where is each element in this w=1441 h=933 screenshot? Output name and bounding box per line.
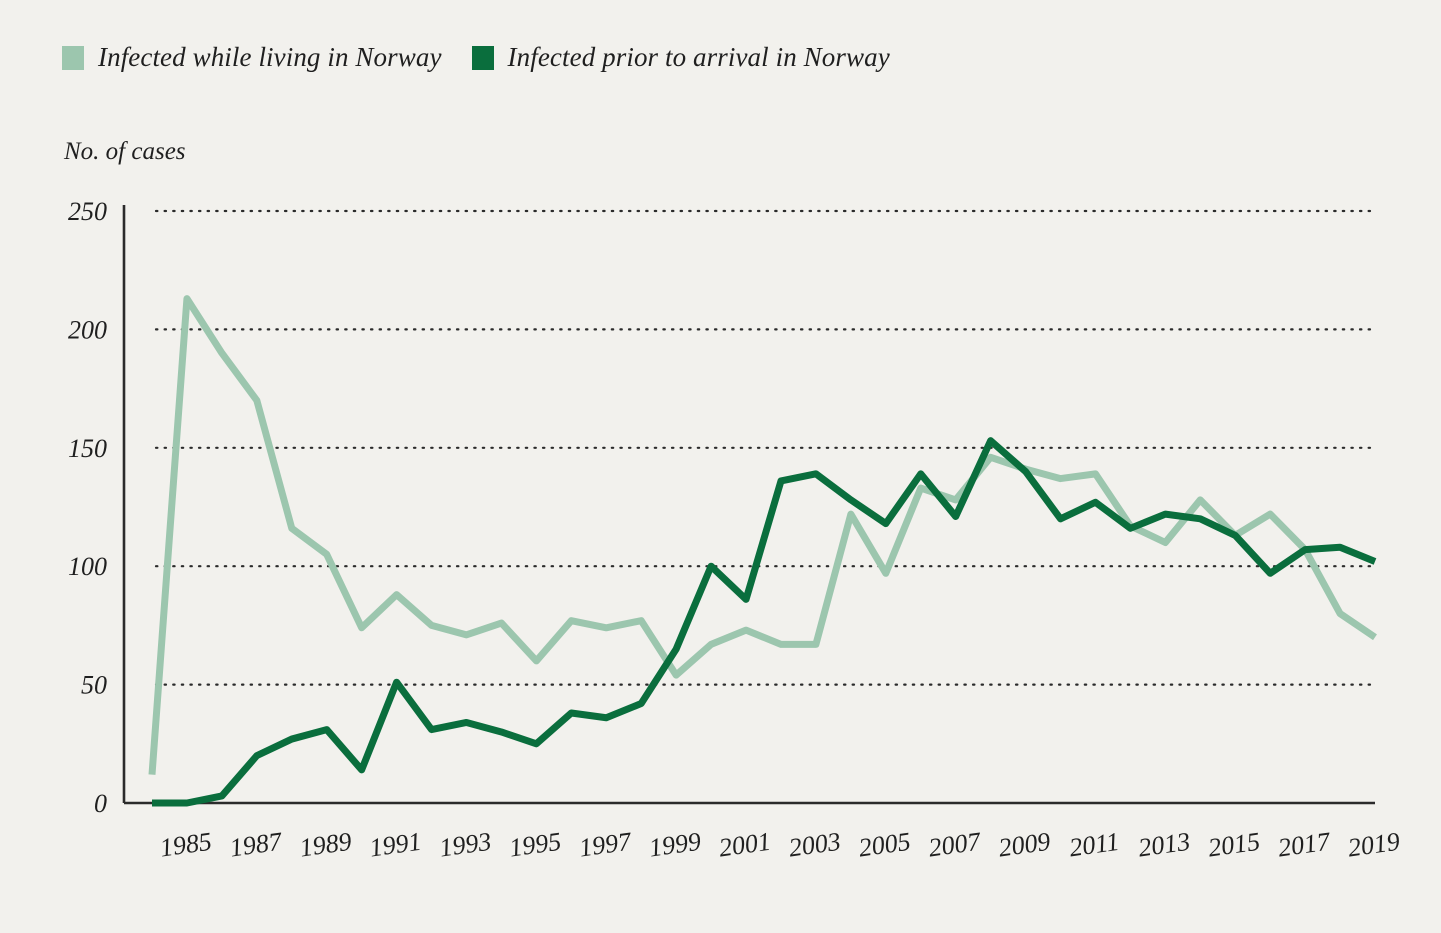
x-tick-label-1997: 1997 [577, 826, 634, 862]
y-tick-label-150: 150 [68, 434, 107, 463]
x-tick-label-2017: 2017 [1276, 826, 1333, 862]
x-tick-label-2009: 2009 [997, 827, 1053, 863]
y-tick-label-250: 250 [68, 197, 107, 226]
legend-label-prior-to-arrival: Infected prior to arrival in Norway [507, 42, 890, 72]
y-tick-label-50: 50 [81, 671, 107, 700]
x-tick-label-1989: 1989 [298, 827, 354, 863]
data-series [148, 295, 1377, 807]
x-tick-label-1993: 1993 [438, 827, 494, 863]
gridlines [154, 209, 1377, 686]
y-tick-labels: 0 50 100 150 200 250 [68, 197, 107, 818]
y-tick-label-0: 0 [94, 789, 107, 818]
x-tick-label-1985: 1985 [158, 827, 214, 863]
legend-swatch-prior-to-arrival [471, 45, 494, 70]
x-tick-label-1987: 1987 [228, 826, 285, 862]
x-tick-label-1995: 1995 [507, 827, 563, 863]
x-tick-label-2003: 2003 [787, 827, 843, 863]
legend-swatch-living-in-norway [62, 45, 84, 70]
y-tick-label-200: 200 [68, 315, 107, 344]
legend-item-living-in-norway: Infected while living in Norway [62, 42, 442, 73]
x-tick-label-2001: 2001 [717, 827, 773, 863]
y-axis-title: No. of cases [64, 138, 186, 165]
x-tick-label-2005: 2005 [857, 827, 913, 863]
x-tick-labels: 1985 1987 1989 1991 1993 1995 1997 1999 2001 2003… [158, 826, 1402, 862]
x-tick-label-2015: 2015 [1206, 827, 1262, 863]
x-tick-label-2007: 2007 [927, 826, 984, 862]
x-tick-label-2013: 2013 [1136, 827, 1192, 863]
x-tick-label-1999: 1999 [647, 827, 703, 863]
series-line-prior-to-arrival [152, 437, 1377, 807]
legend-item-prior-to-arrival: Infected prior to arrival in Norway [471, 42, 890, 73]
y-tick-label-100: 100 [68, 552, 107, 581]
x-tick-label-2011: 2011 [1067, 827, 1121, 863]
chart-legend: Infected while living in Norway Infected… [62, 42, 890, 73]
series-line-living-in-norway [148, 295, 1377, 775]
x-tick-label-1991: 1991 [368, 827, 424, 863]
legend-label-living-in-norway: Infected while living in Norway [98, 42, 442, 72]
x-tick-label-2019: 2019 [1346, 827, 1402, 863]
